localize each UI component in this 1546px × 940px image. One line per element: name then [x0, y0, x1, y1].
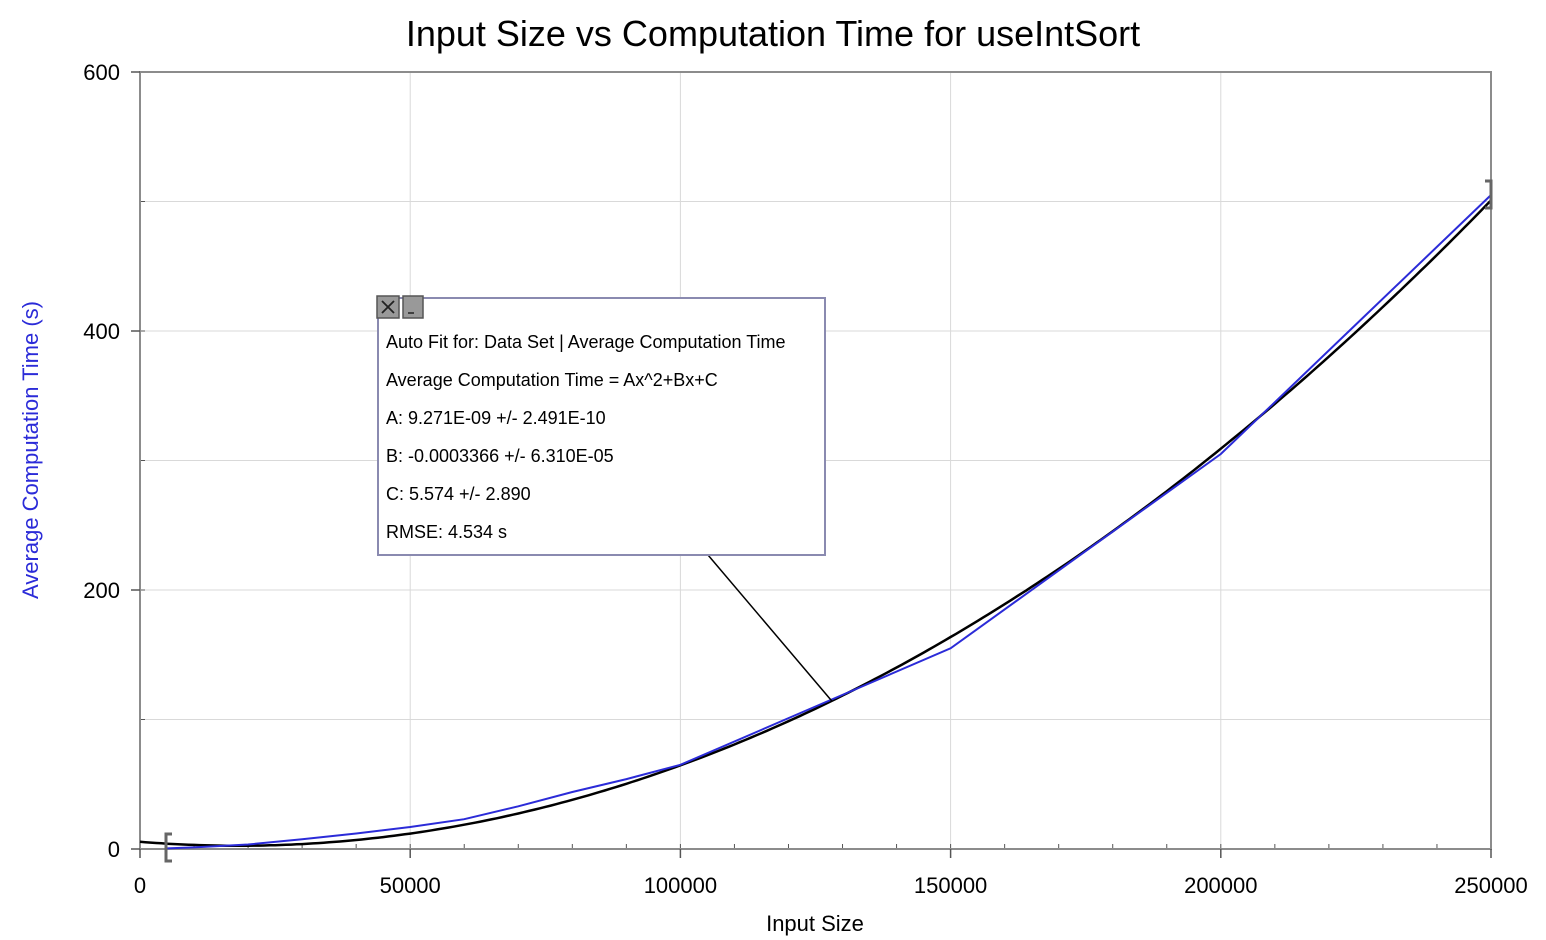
annotation-line-1: Auto Fit for: Data Set | Average Computa… [386, 332, 786, 352]
y-axis-label: Average Computation Time (s) [18, 301, 43, 599]
y-tick-label-3: 600 [83, 60, 120, 85]
x-tick-label-2: 100000 [644, 873, 717, 898]
annotation-line-3: A: 9.271E-09 +/- 2.491E-10 [386, 408, 606, 428]
x-tick-label-3: 150000 [914, 873, 987, 898]
x-tick-label-4: 200000 [1184, 873, 1257, 898]
close-icon[interactable] [376, 295, 400, 319]
x-tick-label-0: 0 [134, 873, 146, 898]
x-tick-label-1: 50000 [380, 873, 441, 898]
annotation-line-5: C: 5.574 +/- 2.890 [386, 484, 531, 504]
y-tick-label-0: 0 [108, 837, 120, 862]
y-tick-label-1: 200 [83, 578, 120, 603]
y-axis-ticks: 0 200 400 600 [83, 60, 140, 862]
range-bracket-left[interactable] [164, 832, 172, 863]
annotation-line-6: RMSE: 4.534 s [386, 522, 507, 542]
x-axis-label: Input Size [766, 911, 864, 936]
chart-title: Input Size vs Computation Time for useIn… [406, 13, 1140, 54]
minimize-icon[interactable] [402, 295, 424, 319]
x-axis-ticks: 0 50000 100000 150000 200000 250000 [134, 849, 1528, 898]
y-tick-label-2: 400 [83, 319, 120, 344]
series-line-average-computation-time [166, 194, 1492, 850]
plot-area-frame [139, 71, 1492, 850]
annotation-line-4: B: -0.0003366 +/- 6.310E-05 [386, 446, 614, 466]
annotation-leader-line [707, 554, 833, 702]
fit-annotation-box[interactable]: Auto Fit for: Data Set | Average Computa… [376, 295, 826, 556]
annotation-line-2: Average Computation Time = Ax^2+Bx+C [386, 370, 718, 390]
x-tick-label-5: 250000 [1454, 873, 1527, 898]
range-bracket-right[interactable] [1485, 179, 1493, 210]
